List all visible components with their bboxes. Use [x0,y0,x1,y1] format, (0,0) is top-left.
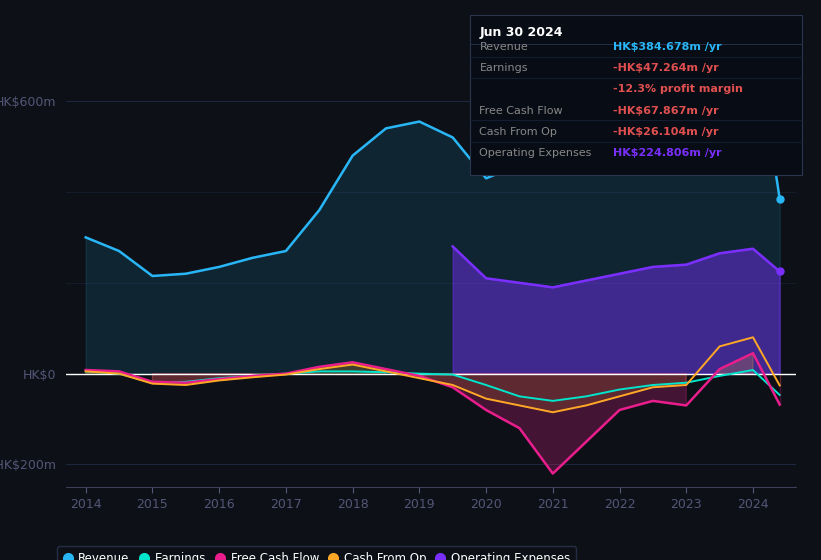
Text: Earnings: Earnings [479,63,528,73]
Text: Revenue: Revenue [479,42,528,52]
Text: Free Cash Flow: Free Cash Flow [479,106,563,116]
Text: -HK$47.264m /yr: -HK$47.264m /yr [613,63,719,73]
Legend: Revenue, Earnings, Free Cash Flow, Cash From Op, Operating Expenses: Revenue, Earnings, Free Cash Flow, Cash … [57,547,576,560]
Text: -HK$26.104m /yr: -HK$26.104m /yr [613,127,719,137]
Text: -12.3% profit margin: -12.3% profit margin [613,85,743,95]
Text: -HK$67.867m /yr: -HK$67.867m /yr [613,106,719,116]
Text: Cash From Op: Cash From Op [479,127,557,137]
Text: Operating Expenses: Operating Expenses [479,148,592,158]
Text: HK$224.806m /yr: HK$224.806m /yr [613,148,722,158]
Text: HK$384.678m /yr: HK$384.678m /yr [613,42,722,52]
Text: Jun 30 2024: Jun 30 2024 [479,26,563,39]
